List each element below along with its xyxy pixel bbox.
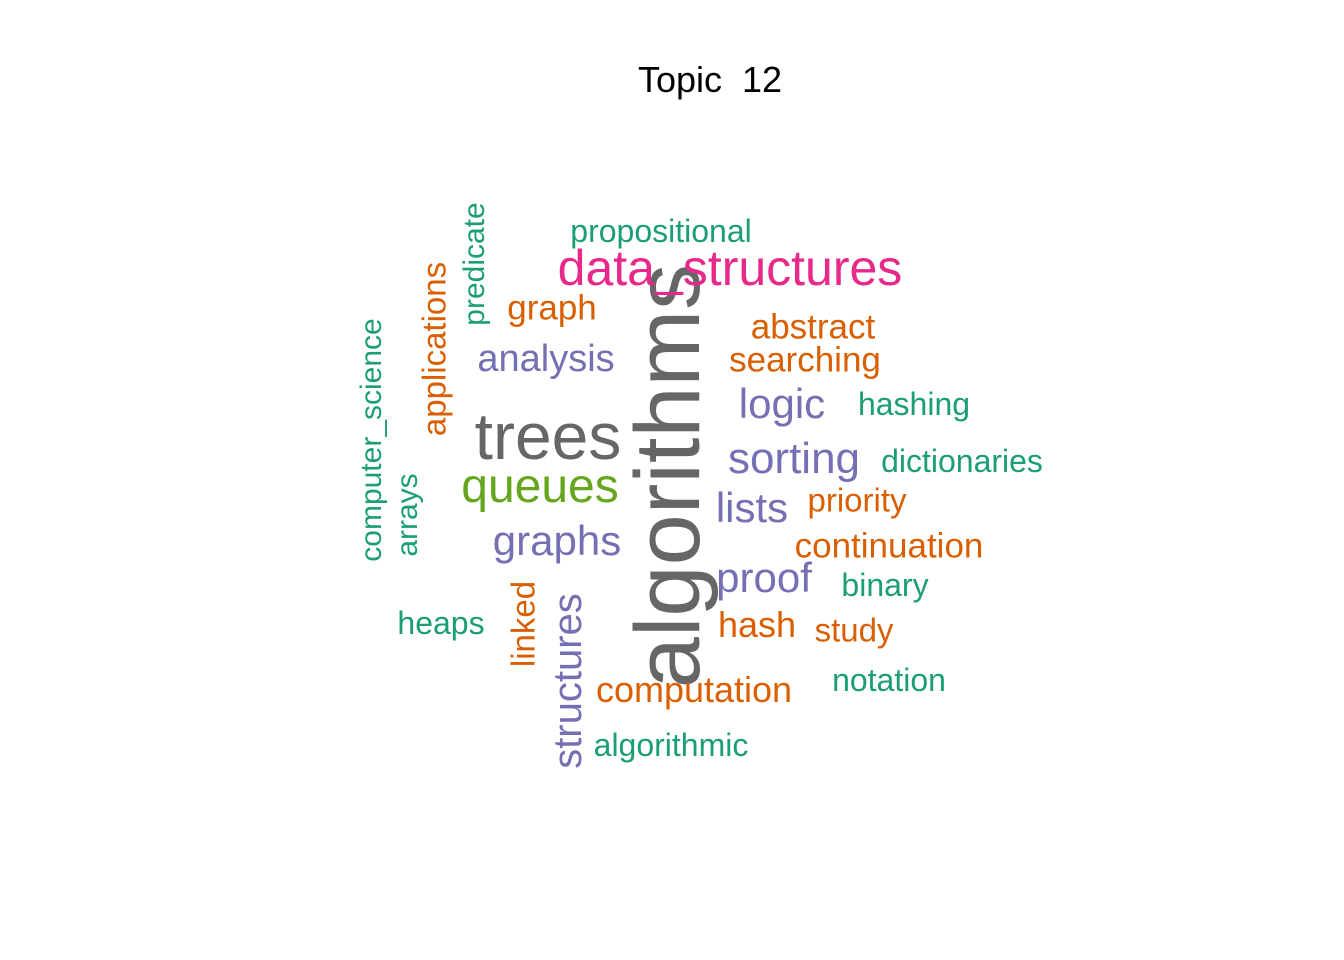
word-study: study: [814, 611, 894, 649]
word-analysis: analysis: [477, 338, 615, 380]
word-abstract: abstract: [750, 307, 876, 347]
word-sorting: sorting: [727, 434, 861, 483]
word-hash: hash: [717, 604, 797, 645]
word-queues: queues: [461, 460, 619, 513]
word-searching: searching: [729, 340, 881, 380]
word-logic: logic: [738, 380, 826, 427]
chart-title: Topic 12: [637, 59, 783, 100]
word-notation: notation: [832, 662, 946, 698]
word-computation: computation: [595, 669, 793, 710]
word-propositional: propositional: [570, 213, 752, 249]
word-continuation: continuation: [794, 526, 984, 566]
word-graphs: graphs: [492, 517, 622, 564]
word-predicate: predicate: [458, 202, 491, 326]
word-arrays: arrays: [391, 473, 424, 557]
word-hashing: hashing: [857, 386, 971, 422]
word-structures: structures: [546, 593, 590, 769]
word-data-structures: data_structures: [557, 240, 903, 296]
word-computer-science: computer_science: [355, 318, 388, 562]
word-priority: priority: [807, 481, 907, 519]
word-dictionaries: dictionaries: [881, 443, 1043, 479]
word-algorithms: algorithms: [617, 263, 719, 689]
word-linked: linked: [504, 580, 542, 668]
word-lists: lists: [715, 484, 789, 531]
word-heaps: heaps: [397, 605, 485, 641]
word-trees: trees: [474, 399, 622, 473]
word-proof: proof: [716, 554, 812, 601]
word-applications: applications: [415, 261, 453, 437]
word-binary: binary: [841, 567, 929, 603]
word-algorithmic: algorithmic: [593, 727, 749, 763]
word-graph: graph: [507, 288, 597, 328]
